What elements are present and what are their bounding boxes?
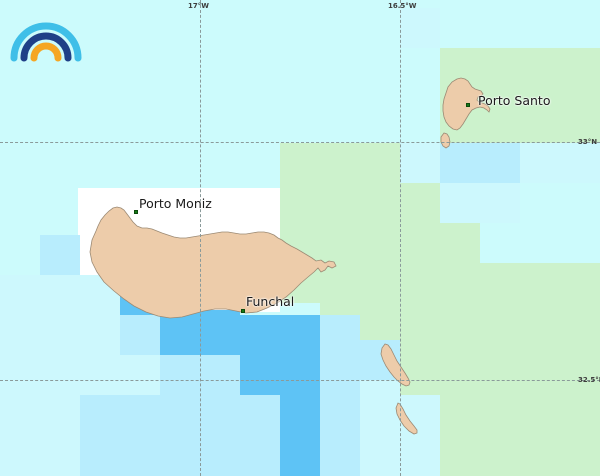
meridian-label: 16.5°W [388,2,417,10]
city-marker-dot[interactable] [466,103,470,107]
data-tile [400,395,440,476]
green-zone-region [280,223,480,263]
green-zone-region [320,303,600,340]
data-tile [440,143,480,183]
data-tile [160,355,200,395]
data-tile [0,315,120,355]
data-tile [240,395,280,476]
data-tile [200,310,240,355]
data-tile [0,275,40,315]
data-tile [400,143,440,183]
rainbow-logo-icon [10,22,82,62]
data-tile [240,355,280,395]
parallel-line [0,142,600,143]
parallel-line [0,380,600,381]
meridian-line [400,0,401,476]
data-tile [200,355,240,395]
data-tile [320,395,360,476]
data-tile [480,143,520,183]
parallel-label: 32.5°N [578,376,600,384]
city-label-porto-moniz: Porto Moniz [139,196,212,211]
city-label-porto-santo: Porto Santo [478,93,551,108]
data-tile [280,355,320,395]
data-tile [360,380,400,476]
parallel-label: 33°N [578,138,598,146]
data-tile [320,355,360,395]
city-marker-dot[interactable] [134,210,138,214]
data-tile [120,315,160,355]
city-marker-dot[interactable] [241,309,245,313]
city-label-funchal: Funchal [246,294,295,309]
data-tile [80,395,160,476]
island-porto-santo-islet [440,132,451,149]
rainbow-logo[interactable] [8,8,90,64]
data-tile [40,235,80,275]
data-tile [480,183,520,223]
meridian-line [200,0,201,476]
data-tile [280,395,320,476]
data-tile [0,395,80,476]
green-zone-region [280,263,600,303]
data-tile [520,143,600,183]
data-tile [320,315,360,355]
data-tile [240,315,320,355]
island-bugio [395,402,418,435]
island-deserta-grande [380,343,411,387]
data-tile [0,355,160,395]
data-tile [400,8,440,48]
data-tile [440,183,480,223]
meridian-label: 17°W [188,2,209,10]
